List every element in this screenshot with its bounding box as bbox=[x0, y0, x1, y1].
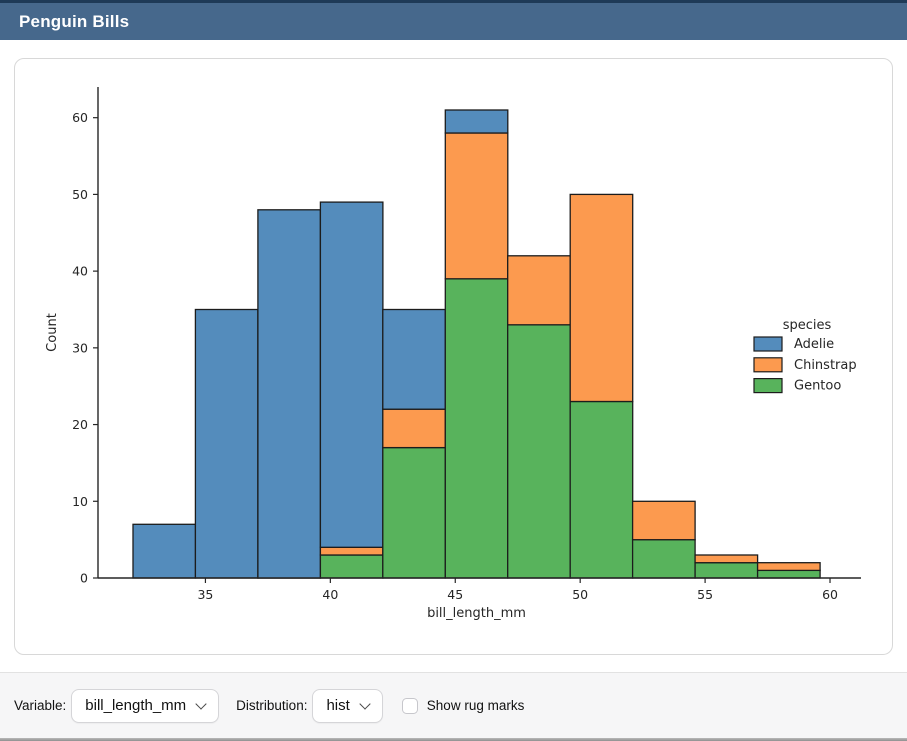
x-tick-label: 50 bbox=[572, 587, 588, 602]
histogram-bar-segment-gentoo bbox=[444, 278, 509, 579]
y-tick-label: 50 bbox=[72, 187, 88, 202]
histogram-bar-segment-gentoo bbox=[382, 446, 446, 579]
y-axis-label: Count bbox=[45, 313, 60, 352]
chevron-down-icon bbox=[359, 697, 371, 710]
y-tick-label: 20 bbox=[72, 417, 88, 432]
histogram-bar-segment-gentoo bbox=[631, 538, 696, 579]
window-title: Penguin Bills bbox=[19, 11, 130, 31]
bottom-control-bar: Variable: bill_length_mm Distribution: h… bbox=[0, 672, 907, 738]
histogram-chart: 35 40 45 50 55 60 0 10 20 30 40 50 60 bill_length_mm C… bbox=[45, 87, 861, 621]
histogram-bar-segment-chinstrap bbox=[507, 255, 571, 326]
chevron-down-icon bbox=[195, 697, 207, 710]
distribution-label: Distribution: bbox=[236, 698, 308, 713]
window-title-bar: Penguin Bills bbox=[0, 0, 907, 40]
histogram-bar-segment-gentoo bbox=[694, 562, 759, 579]
histogram-bar-segment-chinstrap bbox=[694, 554, 759, 564]
distribution-dropdown[interactable]: hist bbox=[312, 688, 383, 723]
histogram-bar-segment-adelie bbox=[319, 201, 384, 548]
histogram-bar-segment-chinstrap bbox=[319, 546, 384, 556]
x-tick-label: 35 bbox=[197, 587, 213, 602]
distribution-dropdown-value: hist bbox=[326, 697, 350, 714]
legend-title: species bbox=[783, 318, 832, 333]
chart-card: 35 40 45 50 55 60 0 10 20 30 40 50 60 bill_length_mm C… bbox=[14, 58, 893, 655]
legend-entry-label: Adelie bbox=[794, 337, 834, 352]
legend-entry-label: Gentoo bbox=[794, 379, 841, 394]
histogram-bar-segment-adelie bbox=[194, 308, 259, 579]
x-tick-label: 60 bbox=[822, 587, 838, 602]
y-tick-label: 10 bbox=[72, 494, 88, 509]
x-axis-label: bill_length_mm bbox=[427, 606, 526, 621]
x-tick-label: 45 bbox=[447, 587, 463, 602]
legend-swatch-gentoo bbox=[753, 378, 783, 394]
y-tick-label: 0 bbox=[80, 571, 88, 586]
variable-dropdown[interactable]: bill_length_mm bbox=[71, 688, 220, 723]
y-tick-label: 60 bbox=[72, 110, 88, 125]
histogram-bar-segment-adelie bbox=[257, 209, 322, 579]
variable-label: Variable: bbox=[14, 698, 67, 713]
legend-swatch-adelie bbox=[753, 336, 783, 352]
histogram-bar-segment-gentoo bbox=[319, 554, 384, 579]
histogram-bar-segment-adelie bbox=[444, 109, 509, 134]
rug-marks-checkbox[interactable] bbox=[401, 697, 418, 714]
y-tick-label: 30 bbox=[72, 340, 88, 355]
legend-swatch-chinstrap bbox=[753, 357, 783, 373]
histogram-bar-segment-chinstrap bbox=[569, 193, 634, 403]
window-bottom-edge bbox=[0, 738, 907, 741]
histogram-bar-segment-adelie bbox=[132, 523, 197, 579]
x-tick-label: 55 bbox=[697, 587, 713, 602]
rug-marks-label: Show rug marks bbox=[426, 698, 525, 713]
histogram-bar-segment-chinstrap bbox=[756, 562, 821, 572]
y-tick-label: 40 bbox=[72, 264, 88, 279]
histogram-bar-segment-gentoo bbox=[569, 400, 634, 579]
histogram-bar-segment-chinstrap bbox=[382, 408, 446, 449]
histogram-bar-segment-chinstrap bbox=[444, 132, 509, 280]
histogram-bar-segment-gentoo bbox=[507, 324, 571, 579]
legend-entry-label: Chinstrap bbox=[794, 358, 857, 373]
histogram-bar-segment-chinstrap bbox=[631, 500, 696, 541]
variable-dropdown-value: bill_length_mm bbox=[85, 697, 187, 714]
histogram-bar-segment-gentoo bbox=[756, 569, 821, 579]
histogram-bar-segment-adelie bbox=[382, 308, 446, 410]
x-tick-label: 40 bbox=[322, 587, 338, 602]
